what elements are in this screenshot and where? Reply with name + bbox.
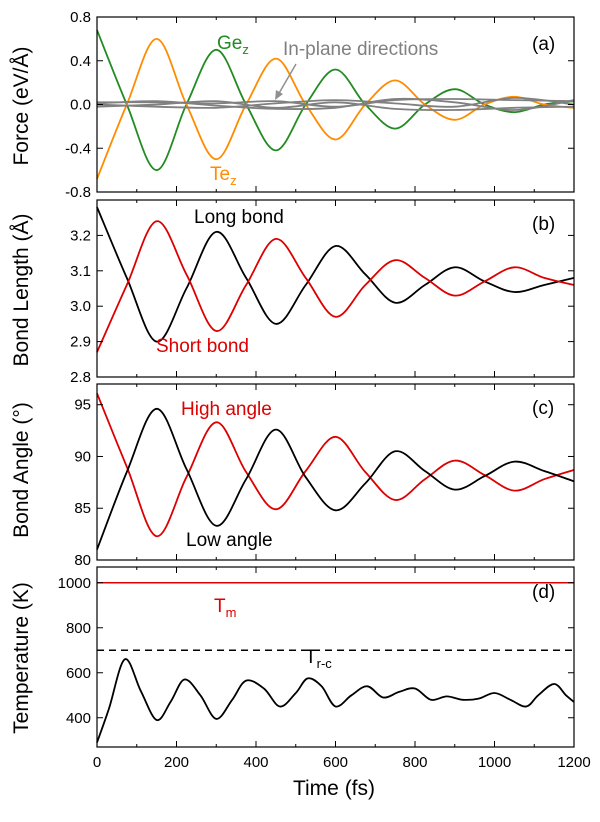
panel-b-bond-length: 2.8 2.9 3.0 3.1 3.2 xyxy=(70,199,575,386)
y-tick-label-c: 90 xyxy=(74,448,91,465)
y-tick-label-a: 0.8 xyxy=(70,9,91,26)
annotation-in-plane-arrowhead xyxy=(275,90,283,100)
x-tick-label: 600 xyxy=(323,754,348,771)
annotation-trc-sub: r-c xyxy=(317,656,333,671)
xlabel: Time (fs) xyxy=(293,777,375,800)
annotation-trc-main: T xyxy=(305,647,317,668)
series-line-temperature-0 xyxy=(96,658,575,743)
annotation-in-plane-arrow xyxy=(277,63,297,96)
annotation-tez-main: Te xyxy=(210,164,230,185)
annotation-tez: Tez xyxy=(210,164,237,188)
series-line-long-bond-0 xyxy=(96,206,575,343)
y-tick-label-b: 3.0 xyxy=(70,298,91,315)
panel-label-a: (a) xyxy=(532,34,555,55)
annotation-tm-sub: m xyxy=(226,605,237,620)
series-line-tez-1 xyxy=(96,37,575,180)
plot-frame-c xyxy=(96,383,575,561)
x-tick-label: 400 xyxy=(243,754,268,771)
y-tick-label-a: 0.0 xyxy=(70,97,91,114)
annotation-tm: Tm xyxy=(214,596,236,620)
annotation-tm-main: T xyxy=(214,596,226,617)
series-line-low-angle-1 xyxy=(96,407,575,550)
ylabel-c: Bond Angle (°) xyxy=(10,402,33,538)
ylabel-b: Bond Length (Å) xyxy=(10,214,33,367)
y-tick-label-a: -0.4 xyxy=(65,140,91,157)
x-tick-label: 1200 xyxy=(557,754,590,771)
y-tick-label-b: 2.9 xyxy=(70,334,91,351)
y-tick-label-d: 800 xyxy=(66,620,91,637)
y-tick-label-c: 95 xyxy=(74,397,91,414)
y-tick-label-b: 3.2 xyxy=(70,227,91,244)
annotation-gez: Gez xyxy=(217,33,249,57)
series-line-in-plane-directions-4 xyxy=(96,96,575,109)
y-tick-label-a: 0.4 xyxy=(70,53,91,70)
panel-c-bond-angle: 80 85 90 95 xyxy=(74,383,575,569)
annotation-gez-sub: z xyxy=(242,42,249,57)
panel-label-b: (b) xyxy=(532,214,555,235)
panel-a-force: -0.8 -0.4 0.0 0.4 0.8 xyxy=(65,9,575,201)
annotation-high-angle: High angle xyxy=(181,399,272,420)
series-line-high-angle-0 xyxy=(96,392,575,538)
y-tick-label-d: 1000 xyxy=(58,575,91,592)
y-tick-label-b: 2.8 xyxy=(70,369,91,386)
y-tick-label-d: 600 xyxy=(66,665,91,682)
x-tick-label: 1000 xyxy=(478,754,511,771)
panel-d-temperature: 400 600 800 1000 0 200 400 600 800 1000 1200 xyxy=(58,566,591,771)
panel-label-d: (d) xyxy=(532,582,555,603)
plot-frame-d xyxy=(96,566,575,748)
y-tick-label-d: 400 xyxy=(66,710,91,727)
annotation-tez-sub: z xyxy=(230,173,237,188)
annotation-in-plane: In-plane directions xyxy=(283,39,438,60)
annotation-long-bond: Long bond xyxy=(194,207,284,228)
y-tick-label-c: 80 xyxy=(74,552,91,569)
annotation-trc: Tr-c xyxy=(305,647,332,671)
y-tick-label-c: 85 xyxy=(74,500,91,517)
annotation-gez-main: Ge xyxy=(217,33,242,54)
series-line-short-bond-1 xyxy=(96,220,575,353)
x-tick-label: 0 xyxy=(93,754,101,771)
y-tick-label-b: 3.1 xyxy=(70,263,91,280)
panel-label-c: (c) xyxy=(532,398,554,419)
y-tick-label-a: -0.8 xyxy=(65,184,91,201)
series-line-gez-0 xyxy=(96,29,575,172)
ylabel-a: Force (eV/Å) xyxy=(10,46,33,165)
annotation-low-angle: Low angle xyxy=(186,530,273,551)
x-tick-label: 200 xyxy=(164,754,189,771)
annotation-short-bond: Short bond xyxy=(156,336,249,357)
series-line-in-plane-directions-5 xyxy=(96,97,575,111)
x-tick-label: 800 xyxy=(402,754,427,771)
ylabel-d: Temperature (K) xyxy=(10,582,33,734)
